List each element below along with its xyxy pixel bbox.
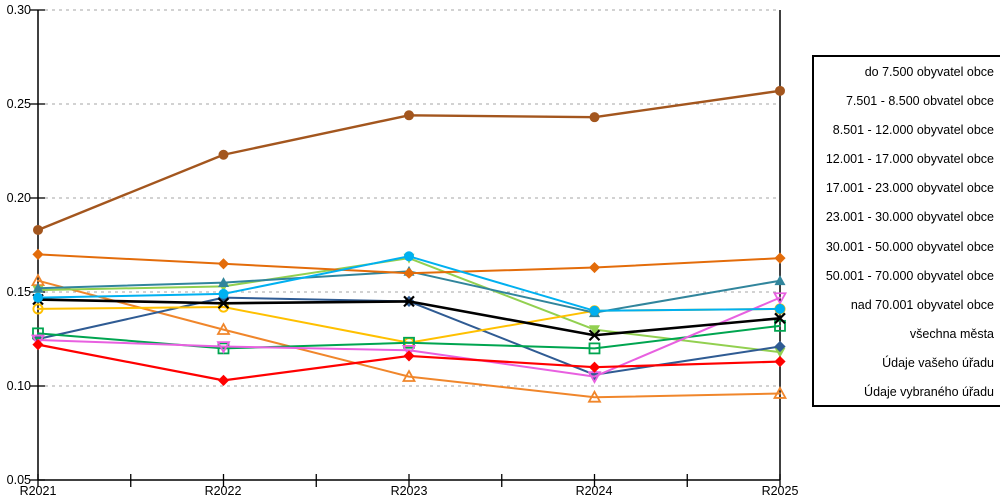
legend-item: do 7.500 obyvatel obce — [864, 65, 994, 79]
y-axis-tick-label: 0.25 — [6, 97, 31, 111]
legend-item: 50.001 - 70.000 obyvatel obce — [825, 268, 994, 283]
legend-item: 8.501 - 12.000 obyvatel obce — [832, 123, 994, 138]
legend-item: Údaje vybraného úřadu — [864, 385, 994, 400]
legend-item: Údaje vašeho úřadu — [882, 355, 994, 370]
y-axis-tick-label: 0.20 — [6, 191, 31, 205]
legend-item: všechna města — [909, 326, 994, 341]
y-axis-tick-label: 0.15 — [6, 285, 31, 299]
y-axis-tick-label: 0.30 — [6, 3, 31, 17]
y-axis-tick-label: 0.10 — [6, 379, 31, 393]
legend-list: do 7.500 obyvatel obce 7.501 - 8.500 obv… — [814, 57, 1000, 407]
legend-item: 30.001 - 50.000 obyvatel obce — [825, 239, 994, 254]
legend-item: nad 70.001 obyvatel obce — [850, 297, 994, 312]
legend-item: 23.001 - 30.000 obyvatel obce — [825, 210, 994, 225]
legend: do 7.500 obyvatel obce 7.501 - 8.500 obv… — [812, 55, 1000, 407]
x-axis-tick-label: R2025 — [761, 484, 799, 498]
x-axis-tick-label: R2021 — [19, 484, 57, 498]
legend-item: 7.501 - 8.500 obvatel obce — [845, 94, 994, 109]
x-axis-tick-label: R2023 — [390, 484, 428, 498]
legend-item: 17.001 - 23.000 obyvatel obce — [825, 181, 994, 196]
legend-item: 12.001 - 17.000 obyvatel obce — [825, 152, 994, 167]
y-axis-tick-label: 0.05 — [6, 473, 31, 487]
x-axis-tick-label: R2024 — [575, 484, 613, 498]
x-axis-tick-label: R2022 — [204, 484, 242, 498]
